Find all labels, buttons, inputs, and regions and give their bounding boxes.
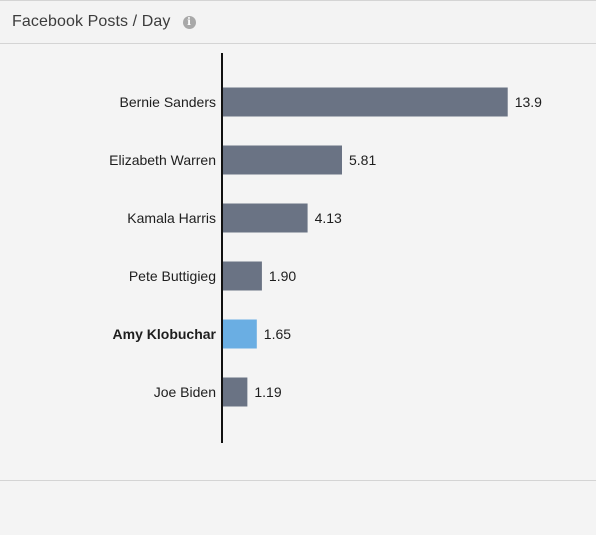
bar[interactable]: [223, 261, 262, 291]
bar-group[interactable]: Kamala Harris 4.13: [127, 203, 342, 233]
panel-footer: [0, 481, 596, 535]
panel-header: Facebook Posts / Day i: [0, 0, 596, 44]
bar[interactable]: [223, 87, 508, 117]
bar-group[interactable]: Pete Buttigieg 1.90: [129, 261, 297, 291]
bar-chart: Bernie Sanders 13.9 Elizabeth Warren 5.81 Ka…: [109, 53, 542, 443]
value-label: 13.9: [515, 94, 542, 110]
bar[interactable]: [223, 145, 343, 175]
value-label: 5.81: [349, 152, 376, 168]
value-label: 4.13: [315, 210, 342, 226]
footer-divider: [0, 480, 596, 481]
category-label: Pete Buttigieg: [129, 268, 216, 284]
bar-group[interactable]: Bernie Sanders 13.9: [119, 87, 542, 117]
panel-title: Facebook Posts / Day: [12, 13, 171, 30]
category-label: Kamala Harris: [127, 210, 216, 226]
bar-group[interactable]: Joe Biden 1.19: [154, 377, 282, 407]
bar-group[interactable]: Elizabeth Warren 5.81: [109, 145, 376, 175]
info-circle-icon[interactable]: i: [182, 15, 196, 29]
category-label: Elizabeth Warren: [109, 152, 216, 168]
bar[interactable]: [223, 319, 257, 349]
value-label: 1.19: [254, 384, 281, 400]
bar[interactable]: [223, 377, 248, 407]
category-label: Joe Biden: [154, 384, 216, 400]
category-label: Amy Klobuchar: [113, 326, 217, 342]
value-label: 1.90: [269, 268, 296, 284]
value-label: 1.65: [264, 326, 291, 342]
bar-group[interactable]: Amy Klobuchar 1.65: [113, 319, 292, 349]
bar[interactable]: [223, 203, 308, 233]
category-label: Bernie Sanders: [119, 94, 216, 110]
chart-area: Bernie Sanders 13.9 Elizabeth Warren 5.81 Ka…: [0, 45, 596, 480]
